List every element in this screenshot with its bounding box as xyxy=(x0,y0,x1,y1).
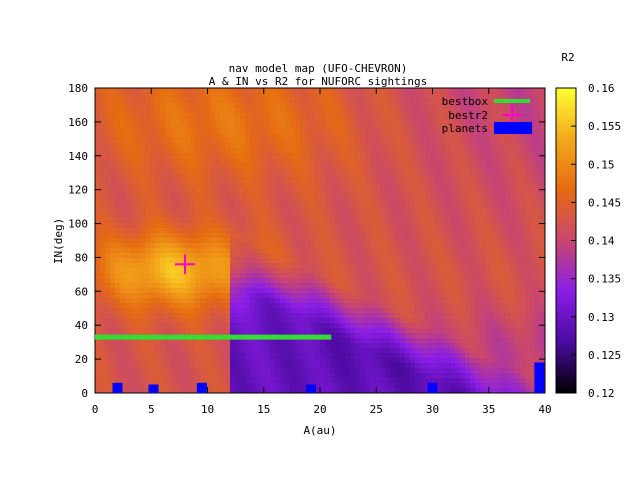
colorbar-tick-label: 0.14 xyxy=(588,235,615,248)
x-tick-label: 40 xyxy=(538,403,551,416)
colorbar-tick-label: 0.155 xyxy=(588,120,621,133)
heatmap-field xyxy=(95,88,545,393)
y-tick-label: 40 xyxy=(75,319,88,332)
y-tick-label: 80 xyxy=(75,251,88,264)
planet-marker xyxy=(148,384,159,393)
colorbar-axis: 0.12 0.125 0.13 0.135 0.14 0.145 0.15 0.155 0.16 xyxy=(571,82,621,400)
planet-marker xyxy=(112,382,123,393)
x-tick-label: 25 xyxy=(370,403,383,416)
y-axis-label: IN(deg) xyxy=(52,218,65,264)
chart-subtitle: A & IN vs R2 for NUFORC sightings xyxy=(209,75,428,88)
y-tick-label: 120 xyxy=(68,184,88,197)
x-axis-label: A(au) xyxy=(303,424,336,437)
x-axis: 0 5 10 15 20 25 30 35 40 xyxy=(92,88,552,416)
y-tick-label: 20 xyxy=(75,353,88,366)
legend-label-bestbox: bestbox xyxy=(442,95,489,108)
planet-marker xyxy=(427,382,438,393)
legend-swatch-planets xyxy=(494,122,532,134)
colorbar-tick-label: 0.16 xyxy=(588,82,615,95)
overlays xyxy=(95,254,545,393)
x-tick-label: 0 xyxy=(92,403,99,416)
x-tick-label: 10 xyxy=(201,403,214,416)
y-axis: 0 20 40 60 80 100 120 140 160 180 xyxy=(68,82,545,400)
y-tick-label: 140 xyxy=(68,150,88,163)
x-tick-label: 35 xyxy=(482,403,495,416)
chart-title: nav model map (UFO-CHEVRON) xyxy=(229,62,408,75)
x-tick-label: 5 xyxy=(148,403,155,416)
planet-marker xyxy=(306,384,316,393)
colorbar-tick-label: 0.125 xyxy=(588,349,621,362)
y-tick-label: 0 xyxy=(81,387,88,400)
x-tick-label: 15 xyxy=(257,403,270,416)
y-tick-label: 160 xyxy=(68,116,88,129)
x-tick-label: 30 xyxy=(426,403,439,416)
y-tick-label: 100 xyxy=(68,218,88,231)
colorbar-tick-label: 0.135 xyxy=(588,273,621,286)
y-tick-label: 60 xyxy=(75,285,88,298)
x-tick-label: 20 xyxy=(313,403,326,416)
legend-label-planets: planets xyxy=(442,122,488,135)
planet-marker xyxy=(196,382,207,393)
legend-label-bestr2: bestr2 xyxy=(448,109,488,122)
colorbar-tick-label: 0.13 xyxy=(588,311,615,324)
colorbar-tick-label: 0.145 xyxy=(588,196,621,209)
colorbar-label: R2 xyxy=(561,51,574,64)
colorbar-tick-label: 0.15 xyxy=(588,158,615,171)
y-tick-label: 180 xyxy=(68,82,88,95)
planet-marker xyxy=(534,362,545,393)
colorbar-tick-label: 0.12 xyxy=(588,387,615,400)
